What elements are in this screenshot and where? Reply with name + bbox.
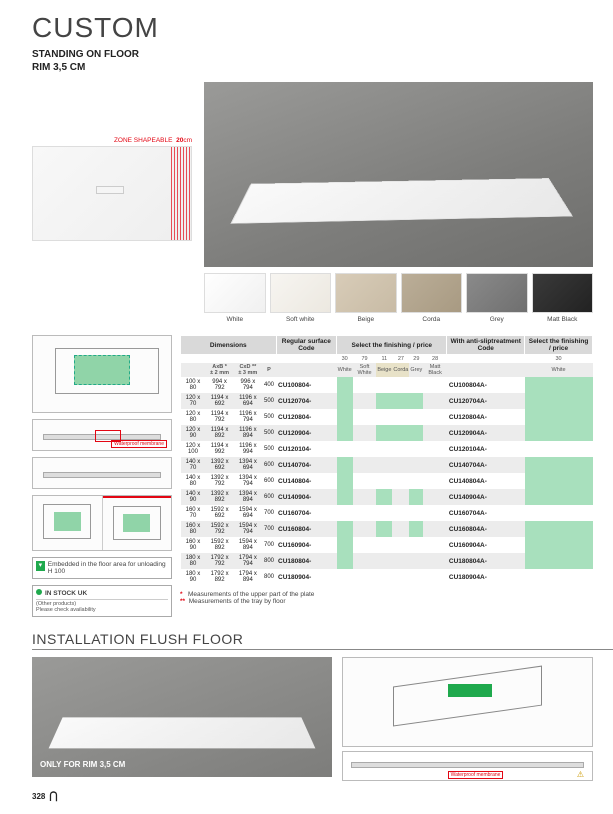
page-number: 328⋂ (32, 791, 593, 802)
swatch-corda (401, 273, 463, 313)
swatch-grey (466, 273, 528, 313)
table-legend: * Measurements of the upper part of the … (180, 591, 593, 605)
price-table: Dimensions Regular surface Code Select t… (180, 335, 593, 617)
product-subtitle: STANDING ON FLOOR RIM 3,5 CM (32, 48, 593, 74)
embedded-note: ▾Embedded in the floor area for unloadin… (32, 557, 172, 579)
color-swatches: WhiteSoft whiteBeigeCordaGreyMatt Black (204, 273, 593, 323)
swatch-beige (335, 273, 397, 313)
install-title: INSTALLATION FLUSH FLOOR (32, 631, 593, 647)
zone-label: ZONE SHAPEABLE 20cm (32, 137, 192, 144)
swatch-matt black (532, 273, 594, 313)
product-title: CUSTOM (32, 12, 593, 44)
swatch-soft white (270, 273, 332, 313)
hero-image (204, 82, 593, 267)
tray-thumbnail (32, 146, 192, 241)
install-image: ONLY FOR RIM 3,5 CM (32, 657, 332, 777)
swatch-white (204, 273, 266, 313)
install-diagram: Waterproof membrane⚠ (342, 657, 593, 781)
stock-box: IN STOCK UK (Other products)Please check… (32, 585, 172, 617)
technical-diagrams: Waterproof membrane ▾Embedded in the flo… (32, 335, 172, 617)
